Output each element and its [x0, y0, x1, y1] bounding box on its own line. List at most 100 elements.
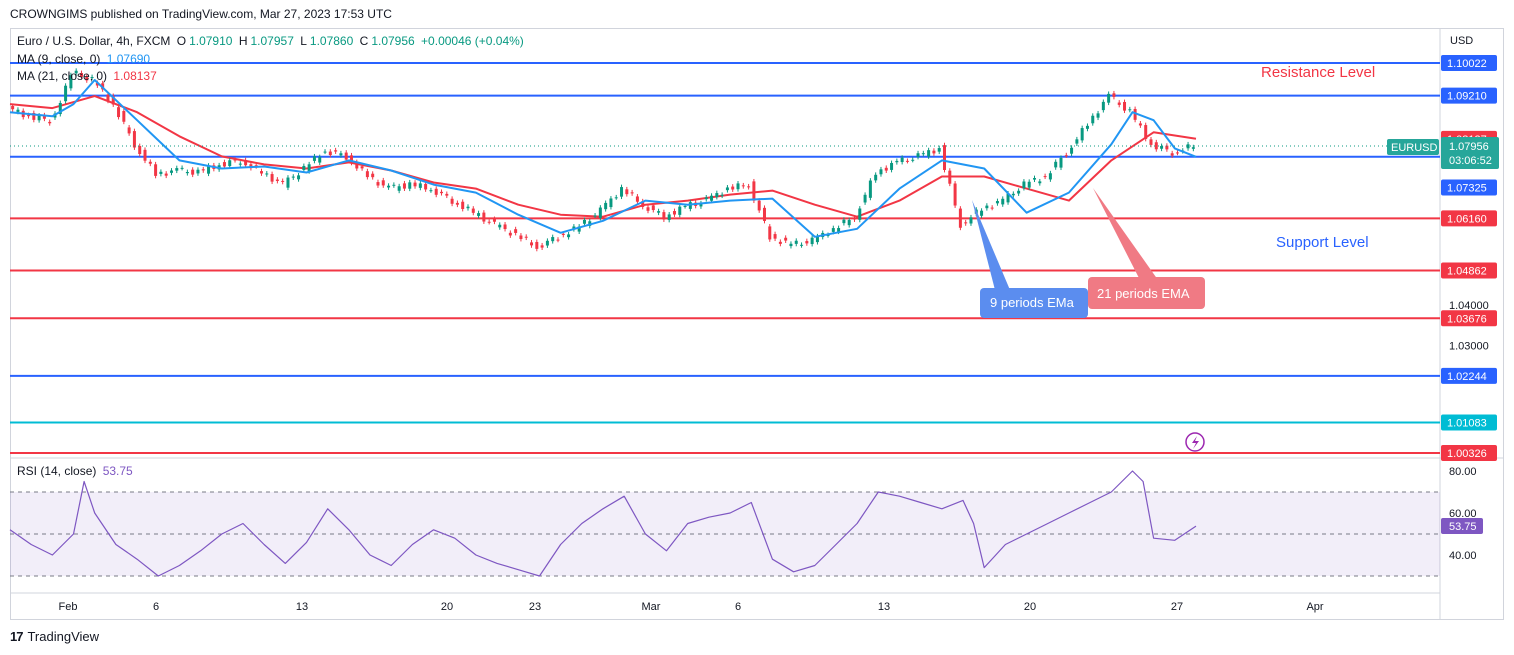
- candle-body: [720, 194, 724, 196]
- candle-body: [736, 183, 740, 190]
- candle-body: [127, 127, 131, 134]
- level-tag-1: [1441, 87, 1497, 104]
- tradingview-footer[interactable]: 17 TradingView: [10, 629, 99, 644]
- candle-body: [455, 202, 459, 205]
- level-tag-0: [1441, 55, 1497, 71]
- candle-body: [445, 193, 449, 196]
- level-tag-8: [1441, 367, 1497, 384]
- candle-body: [1075, 139, 1079, 144]
- candle-body: [768, 226, 772, 240]
- candle-body: [1107, 93, 1111, 103]
- candle-body: [540, 245, 544, 248]
- candle-body: [429, 190, 433, 192]
- candle-body: [1001, 198, 1005, 205]
- candle-body: [911, 159, 915, 161]
- rsi-legend-value: 53.75: [102, 464, 133, 478]
- candle-body: [191, 169, 195, 175]
- candle-body: [921, 153, 925, 155]
- x-tick-1: 6: [153, 601, 159, 613]
- candle-body: [699, 203, 703, 207]
- x-tick-7: 13: [878, 601, 890, 613]
- open-label: O: [176, 34, 187, 48]
- candle-body: [1085, 125, 1089, 129]
- ma21-line[interactable]: [9, 95, 1197, 218]
- candle-body: [725, 187, 729, 191]
- candle-body: [852, 217, 856, 220]
- rsi-value-tag-text: 53.75: [1449, 521, 1477, 533]
- ema21-callout-pointer: [1093, 188, 1158, 280]
- x-tick-8: 20: [1024, 601, 1036, 613]
- candle-body: [117, 107, 121, 118]
- candle-body: [958, 208, 962, 228]
- candle-body: [508, 232, 512, 236]
- candle-body: [297, 175, 301, 180]
- rsi-tick-1: 60.00: [1449, 508, 1477, 520]
- candle-body: [900, 157, 904, 163]
- ma21-legend: MA (21, close, 0) 1.08137: [17, 69, 160, 83]
- candle-body: [286, 177, 290, 188]
- level-tag-text-6: 1.04862: [1447, 266, 1487, 278]
- candle-body: [826, 234, 830, 236]
- level-tag-text-4: 1.07325: [1447, 182, 1487, 194]
- candle-body: [778, 241, 782, 244]
- candle-body: [545, 240, 549, 246]
- ma9-legend-value: 1.07690: [106, 52, 151, 66]
- candle-body: [466, 206, 470, 209]
- candle-body: [561, 233, 565, 235]
- candle-body: [281, 180, 285, 182]
- candle-body: [27, 115, 31, 117]
- candle-body: [440, 191, 444, 194]
- lightning-icon-bolt: [1192, 436, 1199, 449]
- rsi-tick-2: 40.00: [1449, 550, 1477, 562]
- candle-body: [1144, 125, 1148, 139]
- candle-body: [371, 173, 375, 178]
- candle-body: [164, 173, 168, 176]
- candle-body: [1149, 139, 1153, 145]
- tradingview-brand: TradingView: [27, 629, 100, 644]
- candle-body: [1080, 128, 1084, 141]
- candle-body: [868, 180, 872, 198]
- level-tag-text-1: 1.09210: [1447, 91, 1487, 103]
- candle-body: [1027, 181, 1031, 188]
- candle-body: [535, 241, 539, 249]
- candle-body: [1186, 144, 1190, 149]
- candle-body: [741, 185, 745, 187]
- rsi-line[interactable]: [9, 470, 1197, 577]
- publisher-credit: CROWNGIMS published on TradingView.com, …: [10, 7, 392, 21]
- candle-body: [625, 189, 629, 195]
- level-tag-text-5: 1.06160: [1447, 213, 1487, 225]
- price-tag-value: 1.07956: [1449, 141, 1489, 153]
- candle-body: [1154, 142, 1158, 150]
- candle-body: [169, 170, 173, 173]
- candle-body: [1117, 102, 1121, 105]
- candle-body: [201, 169, 205, 171]
- candle-body: [879, 169, 883, 175]
- candle-body: [180, 167, 184, 169]
- candle-body: [90, 77, 94, 79]
- price-tick-1: 1.03000: [1449, 340, 1489, 352]
- open-value: 1.07910: [189, 34, 233, 48]
- candle-body: [233, 159, 237, 161]
- candle-body: [1038, 181, 1042, 184]
- candle-body: [635, 196, 639, 202]
- x-tick-2: 13: [296, 601, 308, 613]
- candle-body: [556, 239, 560, 241]
- candle-body: [85, 76, 89, 81]
- x-tick-6: 6: [735, 601, 741, 613]
- candle-body: [672, 211, 676, 215]
- candle-body: [704, 197, 708, 200]
- candle-body: [323, 151, 327, 153]
- ma9-line[interactable]: [9, 79, 1197, 238]
- symbol-tag-box: [1387, 139, 1439, 155]
- close-label: C: [359, 34, 369, 48]
- candle-body: [1091, 115, 1095, 124]
- candle-body: [905, 160, 909, 162]
- candle-body: [270, 174, 274, 182]
- candle-body: [1064, 155, 1068, 157]
- candle-body: [747, 186, 751, 188]
- level-tag-text-0: 1.10022: [1447, 58, 1487, 70]
- candle-body: [789, 243, 793, 247]
- lightning-icon[interactable]: [1185, 432, 1205, 452]
